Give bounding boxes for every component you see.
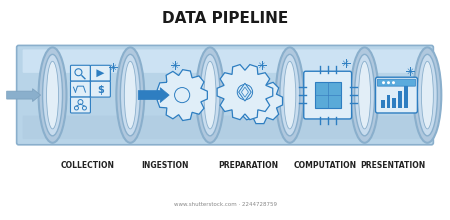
FancyBboxPatch shape	[315, 82, 341, 108]
Text: DATA PIPELINE: DATA PIPELINE	[162, 11, 288, 26]
Circle shape	[392, 81, 395, 84]
Polygon shape	[238, 83, 251, 101]
Ellipse shape	[196, 47, 224, 143]
Ellipse shape	[414, 47, 441, 143]
Ellipse shape	[359, 61, 370, 129]
Circle shape	[237, 84, 252, 100]
FancyBboxPatch shape	[71, 65, 90, 81]
FancyBboxPatch shape	[378, 79, 415, 86]
Ellipse shape	[351, 47, 378, 143]
Ellipse shape	[117, 47, 144, 143]
Text: $: $	[97, 85, 104, 95]
Ellipse shape	[355, 54, 374, 136]
Polygon shape	[157, 70, 207, 121]
FancyBboxPatch shape	[17, 45, 433, 145]
Ellipse shape	[418, 54, 437, 136]
Ellipse shape	[280, 54, 300, 136]
FancyBboxPatch shape	[304, 71, 351, 119]
Bar	[387, 95, 391, 108]
Ellipse shape	[204, 61, 216, 129]
Ellipse shape	[43, 54, 63, 136]
Ellipse shape	[39, 47, 67, 143]
FancyArrow shape	[138, 88, 169, 103]
Bar	[392, 98, 396, 108]
FancyBboxPatch shape	[22, 49, 427, 73]
Text: www.shutterstock.com · 2244728759: www.shutterstock.com · 2244728759	[174, 202, 276, 207]
FancyBboxPatch shape	[22, 116, 427, 139]
Polygon shape	[237, 79, 283, 124]
FancyBboxPatch shape	[90, 65, 110, 81]
Ellipse shape	[284, 61, 296, 129]
Ellipse shape	[120, 54, 140, 136]
FancyArrow shape	[7, 89, 40, 102]
FancyBboxPatch shape	[90, 81, 110, 97]
FancyBboxPatch shape	[71, 81, 90, 97]
FancyBboxPatch shape	[71, 97, 90, 113]
FancyBboxPatch shape	[376, 77, 418, 113]
Bar	[405, 86, 409, 108]
Text: PRESENTATION: PRESENTATION	[360, 161, 425, 170]
Text: INGESTION: INGESTION	[141, 161, 189, 170]
Ellipse shape	[124, 61, 136, 129]
Circle shape	[175, 88, 190, 103]
Circle shape	[253, 94, 267, 108]
Bar	[398, 91, 402, 108]
Polygon shape	[217, 64, 273, 120]
Ellipse shape	[200, 54, 220, 136]
Polygon shape	[96, 69, 104, 77]
Ellipse shape	[46, 61, 58, 129]
Text: PREPARATION: PREPARATION	[218, 161, 278, 170]
Circle shape	[387, 81, 390, 84]
Polygon shape	[242, 87, 248, 97]
Text: COLLECTION: COLLECTION	[60, 161, 114, 170]
Circle shape	[382, 81, 385, 84]
Ellipse shape	[421, 61, 433, 129]
Ellipse shape	[276, 47, 304, 143]
Text: COMPUTATION: COMPUTATION	[293, 161, 356, 170]
Bar	[381, 100, 384, 108]
